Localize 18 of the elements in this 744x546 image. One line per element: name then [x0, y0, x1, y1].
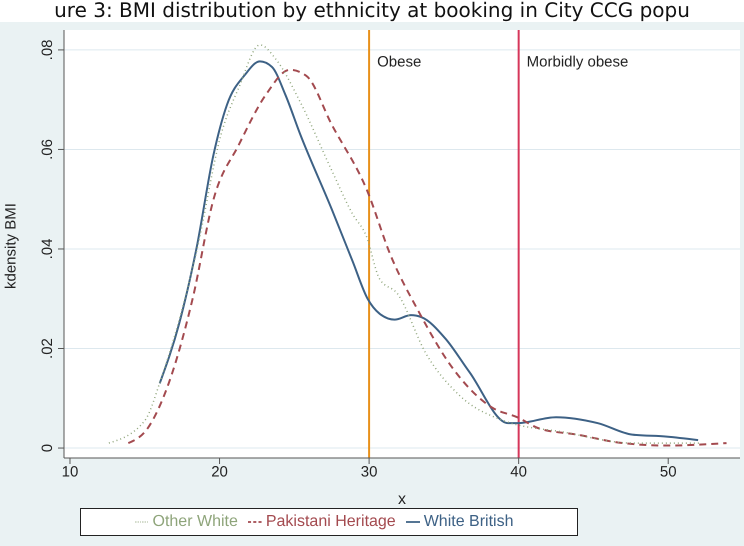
y-tick-label: .04 [39, 238, 56, 260]
ref-line-label: Obese [377, 54, 422, 71]
x-tick-label: 20 [211, 464, 228, 481]
chart-title: ure 3: BMI distribution by ethnicity at booking in City CCG popu [0, 0, 744, 22]
y-tick-label: .08 [39, 39, 56, 60]
y-tick-label: .02 [39, 338, 56, 359]
y-tick-label: .06 [39, 139, 56, 160]
x-tick-label: 10 [62, 464, 78, 481]
legend-label: White British [424, 513, 514, 530]
y-axis-title: kdensity BMI [2, 203, 20, 289]
x-tick-label: 50 [660, 464, 677, 481]
y-tick-label: 0 [39, 444, 56, 452]
x-tick-label: 30 [360, 464, 378, 481]
x-axis-title: x [398, 491, 406, 508]
legend-label: Other White [152, 513, 238, 530]
x-tick-label: 40 [510, 464, 527, 481]
legend-label: Pakistani Heritage [266, 513, 396, 530]
ref-line-label: Morbidly obese [526, 54, 628, 71]
